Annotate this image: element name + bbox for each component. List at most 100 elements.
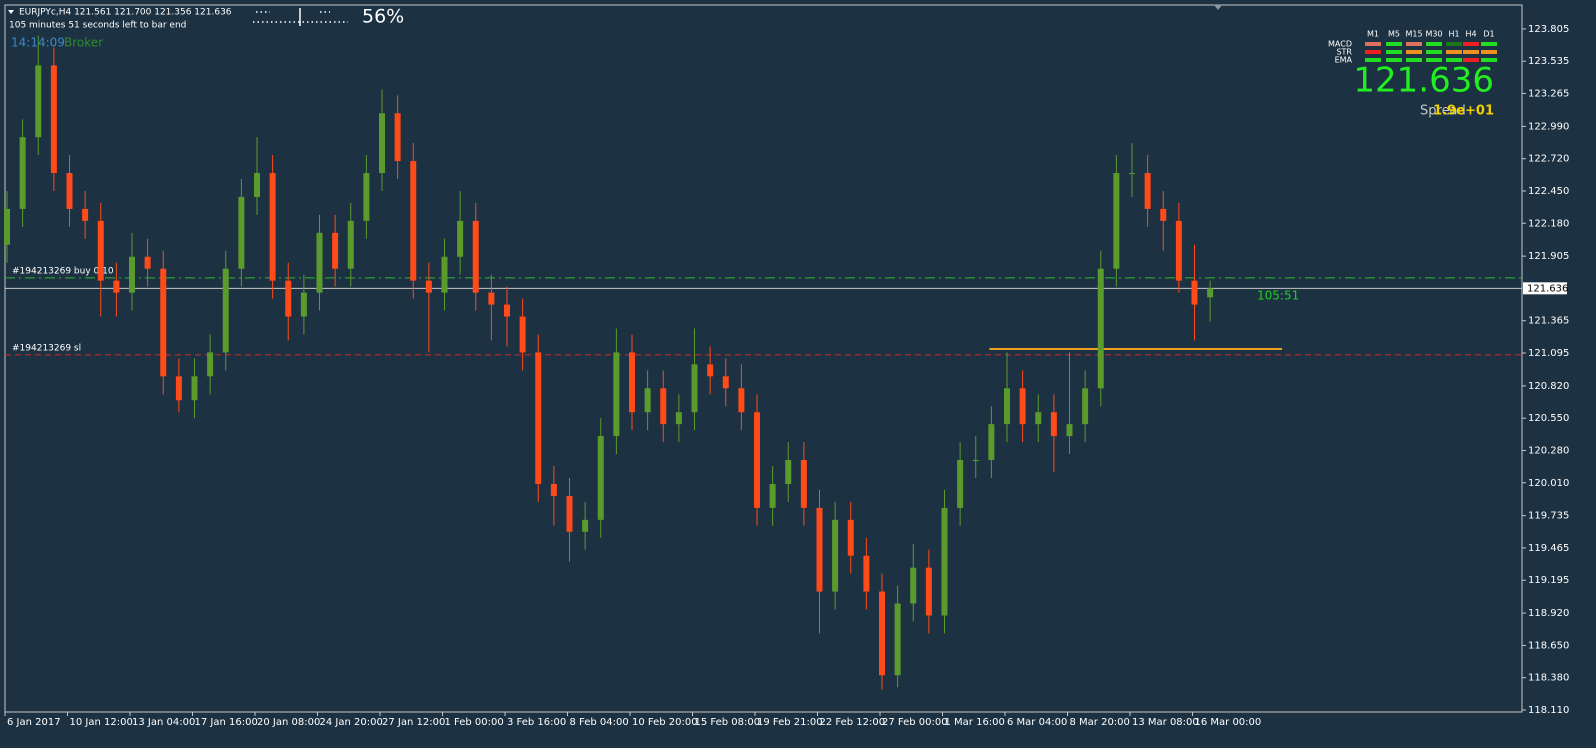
candle bbox=[347, 202, 354, 287]
signal-cell bbox=[1406, 58, 1422, 62]
signal-cell bbox=[1386, 42, 1402, 46]
x-tick-label: 3 Feb 16:00 bbox=[507, 717, 566, 728]
signal-cell bbox=[1406, 42, 1422, 46]
candle-body bbox=[566, 495, 573, 532]
candle bbox=[4, 190, 10, 263]
candle bbox=[722, 358, 729, 407]
countdown: 105:51 bbox=[1257, 289, 1299, 303]
y-tick-label: 122.990 bbox=[1528, 121, 1569, 132]
candle bbox=[582, 501, 589, 550]
candle bbox=[894, 585, 901, 688]
candle bbox=[1113, 155, 1120, 287]
candle-body bbox=[957, 460, 964, 508]
candle bbox=[816, 489, 823, 634]
signal-cell bbox=[1426, 42, 1442, 46]
candle bbox=[316, 214, 323, 311]
signal-cell bbox=[1463, 50, 1479, 54]
candle bbox=[363, 155, 370, 239]
candle bbox=[1129, 143, 1135, 197]
candle bbox=[629, 334, 635, 431]
candle-body bbox=[488, 292, 495, 305]
y-tick-label: 122.720 bbox=[1528, 154, 1569, 165]
candle bbox=[1004, 352, 1010, 443]
candle-body bbox=[863, 555, 870, 592]
candle-body bbox=[925, 567, 932, 616]
price-label: 121.636 bbox=[1527, 283, 1568, 294]
candle-body bbox=[144, 256, 151, 269]
candle bbox=[660, 370, 667, 443]
candle bbox=[19, 119, 26, 227]
candle-body bbox=[316, 232, 323, 293]
x-tick-label: 20 Jan 08:00 bbox=[257, 717, 320, 728]
shift-marker bbox=[1214, 5, 1222, 10]
candle bbox=[50, 47, 57, 191]
candle-body bbox=[691, 364, 698, 413]
candle-body bbox=[332, 232, 339, 269]
candle bbox=[488, 274, 495, 341]
x-tick-label: 10 Jan 12:00 bbox=[70, 717, 133, 728]
y-tick-label: 120.820 bbox=[1528, 381, 1569, 392]
candle-body bbox=[644, 388, 651, 413]
y-tick-label: 121.095 bbox=[1528, 348, 1569, 359]
candle-body bbox=[675, 412, 682, 425]
signal-cell bbox=[1446, 58, 1462, 62]
signal-cell bbox=[1365, 50, 1381, 54]
y-tick-label: 121.905 bbox=[1528, 251, 1569, 262]
signal-cell bbox=[1463, 58, 1479, 62]
candle bbox=[879, 573, 885, 690]
candle bbox=[847, 501, 854, 574]
candle-body bbox=[535, 352, 542, 484]
panel-column: D1 bbox=[1483, 30, 1494, 39]
signal-cell bbox=[1426, 50, 1442, 54]
signal-cell bbox=[1365, 58, 1381, 62]
plot-frame bbox=[4, 4, 1523, 713]
candle-body bbox=[1207, 288, 1214, 298]
y-tick-label: 123.535 bbox=[1528, 56, 1569, 67]
candle bbox=[207, 334, 214, 395]
candle bbox=[550, 466, 557, 526]
y-tick-label: 119.195 bbox=[1528, 575, 1569, 586]
x-tick-label: 1 Feb 00:00 bbox=[445, 717, 504, 728]
signal-cell bbox=[1481, 58, 1497, 62]
candle bbox=[144, 238, 151, 287]
candle-body bbox=[410, 161, 417, 281]
candle bbox=[113, 262, 120, 317]
candle-body bbox=[1191, 280, 1198, 305]
candle bbox=[1066, 352, 1073, 455]
candle bbox=[988, 406, 995, 478]
panel-column: M30 bbox=[1425, 30, 1442, 39]
signal-cell bbox=[1481, 50, 1497, 54]
panel-column: M15 bbox=[1405, 30, 1422, 39]
candle-body bbox=[129, 256, 135, 293]
candle bbox=[1144, 155, 1151, 227]
candle-body bbox=[1082, 388, 1089, 425]
candle-body bbox=[19, 137, 26, 209]
candle bbox=[691, 328, 698, 431]
y-tick-label: 122.180 bbox=[1528, 218, 1569, 229]
y-tick-label: 118.650 bbox=[1528, 640, 1569, 651]
candle-body bbox=[738, 388, 745, 413]
candle bbox=[519, 298, 526, 371]
candle bbox=[863, 537, 870, 610]
candle-body bbox=[1113, 173, 1120, 269]
y-tick-label: 119.735 bbox=[1528, 511, 1569, 522]
progress-percent: 56% bbox=[362, 6, 404, 28]
candle bbox=[1097, 250, 1104, 407]
y-tick-label: 123.265 bbox=[1528, 89, 1569, 100]
candle bbox=[66, 155, 73, 227]
candle-body bbox=[769, 483, 776, 508]
candle bbox=[1191, 244, 1198, 341]
candle-body bbox=[66, 173, 73, 209]
candle-body bbox=[988, 424, 995, 461]
candle-body bbox=[35, 65, 42, 138]
candle-body bbox=[519, 316, 526, 353]
candle bbox=[175, 358, 182, 413]
candle-body bbox=[1175, 220, 1182, 281]
candle-body bbox=[113, 280, 120, 293]
symbol-header: EURJPYc,H4 121.561 121.700 121.356 121.6… bbox=[19, 8, 232, 18]
panel-price: 121.636 bbox=[1353, 61, 1494, 101]
spread-value: 1.9e+01 bbox=[1433, 104, 1494, 119]
candle-body bbox=[894, 603, 901, 676]
candle bbox=[1160, 190, 1167, 251]
candle-body bbox=[160, 268, 167, 377]
